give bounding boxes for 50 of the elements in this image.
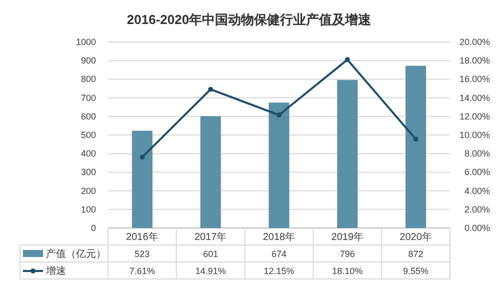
x-tick-label: 2017年	[194, 231, 227, 243]
data-label: 7.61%	[129, 266, 155, 276]
y2-tick-label: 18.00%	[459, 56, 490, 66]
y-tick-label: 200	[80, 186, 96, 196]
legend-label: 增速	[45, 265, 66, 277]
y-tick-label: 400	[80, 148, 96, 159]
y2-tick-label: 20.00%	[459, 37, 490, 47]
chart-title: 2016-2020年中国动物保健行业产值及增速	[126, 12, 372, 27]
bar	[200, 116, 221, 228]
bar	[337, 80, 358, 228]
data-label: 674	[271, 249, 287, 259]
y-tick-label: 1000	[76, 37, 96, 47]
x-tick-label: 2020年	[400, 231, 432, 243]
data-label: 18.10%	[332, 266, 363, 276]
data-label: 796	[340, 249, 355, 259]
point	[276, 112, 282, 118]
y2-tick-label: 14.00%	[459, 92, 490, 103]
y-tick-label: 600	[80, 111, 96, 122]
y2-tick-label: 4.00%	[464, 186, 490, 196]
y2-tick-label: 16.00%	[459, 74, 490, 84]
data-label: 601	[203, 249, 218, 259]
bar	[406, 66, 426, 228]
y-tick-label: 800	[80, 74, 96, 84]
y-tick-label: 700	[80, 92, 96, 103]
data-label: 523	[134, 249, 150, 259]
y-tick-label: 100	[80, 204, 96, 214]
point	[344, 57, 350, 62]
y-tick-label: 0	[90, 223, 96, 233]
x-tick-label: 2016年	[126, 231, 158, 243]
y2-tick-label: 0.00%	[464, 223, 490, 233]
x-tick-label: 2019年	[331, 231, 364, 243]
y-tick-label: 500	[80, 130, 96, 140]
point	[413, 136, 418, 142]
legend-label: 产值（亿元）	[46, 248, 106, 260]
y2-tick-label: 12.00%	[459, 111, 490, 122]
y2-tick-label: 8.00%	[464, 148, 490, 159]
bar	[268, 102, 290, 228]
bar	[132, 130, 152, 228]
y-tick-label: 300	[80, 167, 96, 178]
data-label: 14.91%	[195, 266, 226, 276]
point	[140, 154, 145, 160]
y2-tick-label: 2.00%	[464, 204, 490, 214]
x-tick-label: 2018年	[262, 231, 296, 243]
y2-tick-label: 6.00%	[464, 167, 490, 178]
y-tick-label: 900	[80, 56, 96, 66]
data-label: 872	[408, 249, 424, 259]
data-label: 12.15%	[264, 266, 294, 276]
y2-tick-label: 10.00%	[459, 130, 490, 140]
point	[208, 86, 214, 92]
data-label: 9.55%	[403, 266, 429, 276]
